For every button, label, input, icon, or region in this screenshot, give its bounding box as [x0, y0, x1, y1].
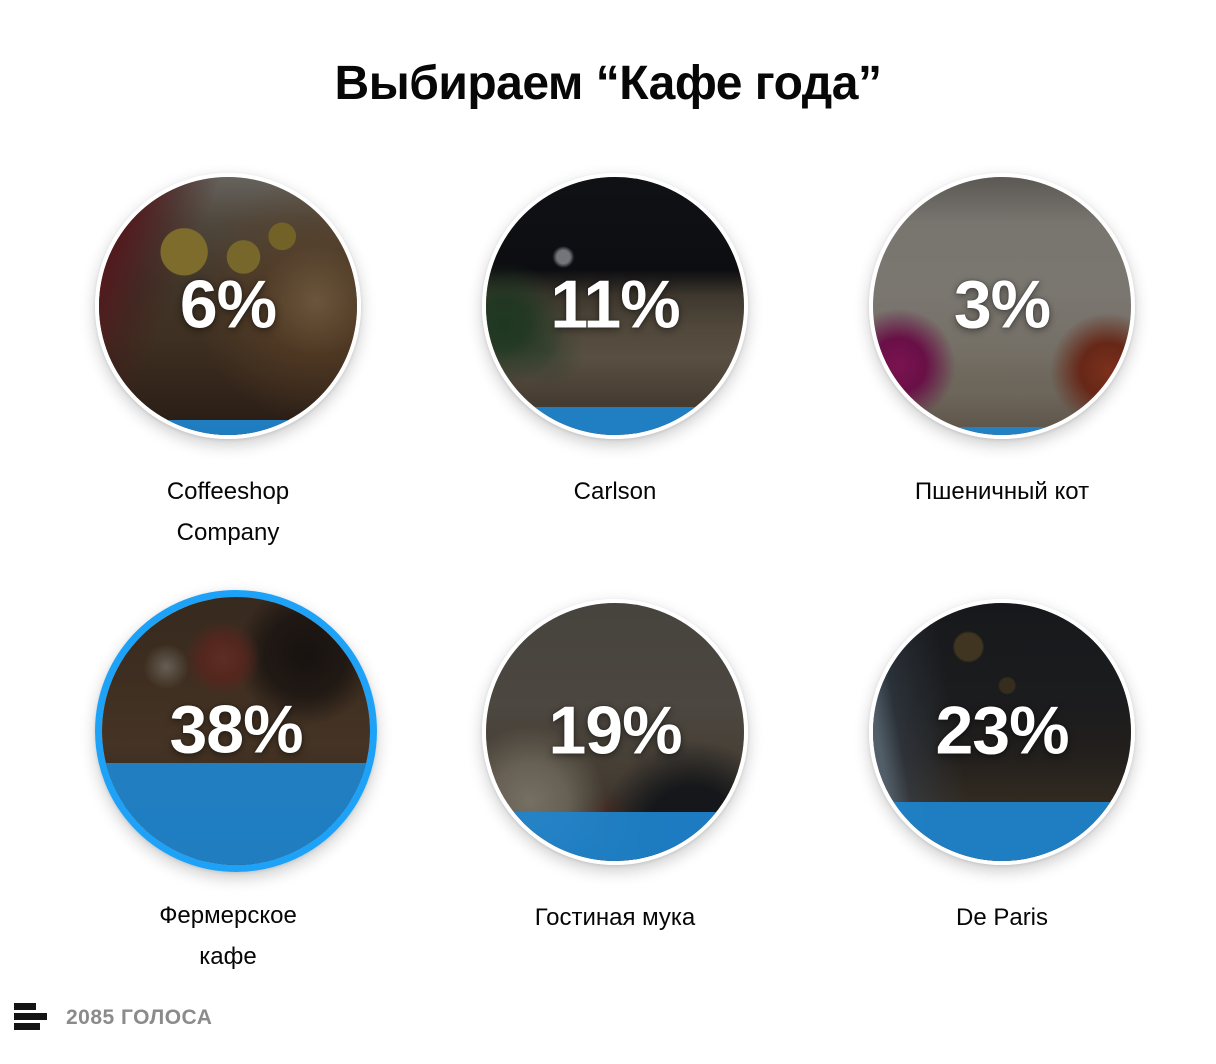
cafe-name-label: Carlson — [573, 478, 657, 505]
poll-option-de-paris[interactable]: 23% De Paris — [869, 599, 1135, 977]
vote-percentage: 23% — [935, 692, 1069, 769]
poll-row-1: 6% Coffeeshop Company 11% Carlson 3% Пше… — [95, 173, 1135, 553]
poll-option-circle[interactable]: 19% — [482, 599, 748, 865]
poll-option-coffeeshop-company[interactable]: 6% Coffeeshop Company — [95, 173, 361, 553]
poll-option-pshenichny-kot[interactable]: 3% Пшеничный кот — [869, 173, 1135, 553]
vote-fill-bar — [486, 811, 744, 861]
photo-dark-overlay — [486, 177, 744, 435]
vote-fill-bar — [102, 763, 370, 865]
poll-option-circle[interactable]: 11% — [482, 173, 748, 439]
vote-percentage: 6% — [179, 266, 277, 343]
vote-fill-bar — [873, 427, 1131, 435]
vote-percentage: 38% — [169, 691, 303, 768]
poll-option-fermerskoe-kafe[interactable]: 38% Фермерское кафе — [95, 590, 377, 977]
footer: 2085 ГОЛОСА — [14, 1001, 212, 1035]
vote-percentage: 19% — [548, 692, 682, 769]
vote-fill-bar — [873, 801, 1131, 861]
cafe-photo — [486, 177, 744, 435]
poll-results-icon — [14, 1003, 47, 1030]
poll-row-2: 38% Фермерское кафе 19% Гостиная мука 23… — [95, 590, 1135, 977]
cafe-name-label: Гостиная мука — [534, 904, 696, 931]
vote-fill-bar — [486, 406, 744, 435]
cafe-photo — [873, 177, 1131, 435]
vote-fill-bar — [99, 419, 357, 435]
vote-percentage: 11% — [550, 266, 680, 343]
cafe-name-label: De Paris — [955, 904, 1049, 931]
poll-option-carlson[interactable]: 11% Carlson — [482, 173, 748, 553]
poll-option-circle[interactable]: 23% — [869, 599, 1135, 865]
cafe-name-label: Coffeeshop Company — [166, 478, 290, 546]
poll-option-circle[interactable]: 6% — [95, 173, 361, 439]
poll-option-circle[interactable]: 3% — [869, 173, 1135, 439]
cafe-photo — [99, 177, 357, 435]
photo-dark-overlay — [873, 177, 1131, 435]
vote-percentage: 3% — [953, 266, 1051, 343]
total-votes-label: 2085 ГОЛОСА — [66, 1006, 213, 1029]
poll-option-circle-selected[interactable]: 38% — [95, 590, 377, 872]
poll-option-gostinaya-muka[interactable]: 19% Гостиная мука — [482, 599, 748, 977]
cafe-name-label: Пшеничный кот — [914, 478, 1090, 505]
page-title: Выбираем “Кафе года” — [334, 57, 882, 110]
cafe-name-label: Фермерское кафе — [159, 902, 297, 970]
photo-dark-overlay — [99, 177, 357, 435]
